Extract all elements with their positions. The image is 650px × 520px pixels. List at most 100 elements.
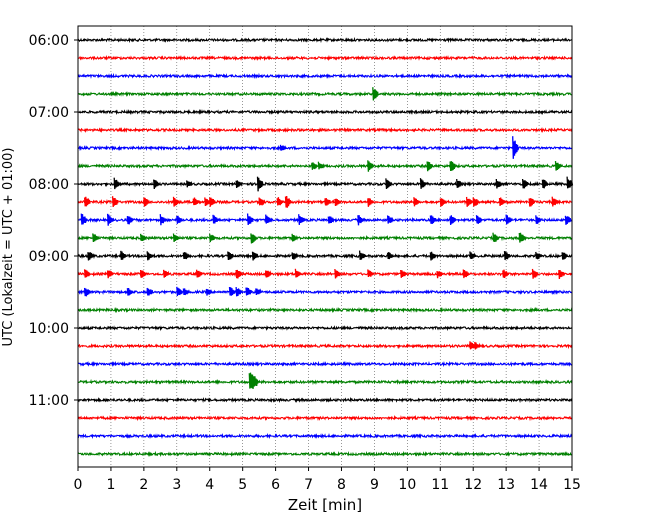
trace-2 <box>77 72 573 80</box>
trace-13 <box>77 270 573 278</box>
trace-event <box>531 268 539 279</box>
trace-event <box>298 214 305 225</box>
trace-event <box>182 252 190 260</box>
trace-event <box>475 215 483 224</box>
trace-event <box>235 180 243 189</box>
trace-event <box>256 176 264 192</box>
trace-event <box>291 233 299 242</box>
trace-event <box>153 179 160 189</box>
x-tick-label: 12 <box>464 477 482 493</box>
trace-6 <box>77 144 573 152</box>
y-axis-label: UTC (Lokalzeit = UTC + 01:00) <box>1 148 16 347</box>
trace-19 <box>77 378 573 386</box>
trace-event <box>439 198 447 207</box>
trace-event <box>227 251 234 261</box>
trace-event <box>235 287 243 297</box>
trace-event <box>209 197 216 207</box>
trace-event <box>245 287 253 296</box>
trace-event <box>139 269 147 278</box>
trace-event <box>146 287 154 296</box>
trace-event <box>449 215 457 225</box>
trace-event <box>528 198 536 207</box>
trace-event <box>106 270 114 279</box>
trace-event <box>495 178 503 189</box>
trace-event <box>186 180 193 188</box>
trace-event <box>192 197 200 206</box>
trace-event <box>386 215 394 224</box>
trace-event <box>400 269 407 278</box>
seismic-traces <box>77 36 574 458</box>
trace-event <box>385 178 392 190</box>
trace-event <box>327 216 335 224</box>
trace-4 <box>77 108 573 116</box>
x-tick-label: 2 <box>139 477 148 493</box>
trace-3 <box>77 90 573 98</box>
trace-event <box>474 341 481 350</box>
trace-17 <box>77 342 573 350</box>
trace-event <box>246 213 254 226</box>
trace-16 <box>77 325 573 332</box>
trace-event <box>87 252 94 261</box>
y-tick-label: 10:00 <box>29 321 69 337</box>
x-axis: 0 1 2 3 4 5 6 7 8 9 10 11 12 13 14 15 <box>74 467 581 493</box>
trace-event <box>357 215 364 226</box>
trace-event <box>258 197 266 206</box>
trace-event <box>558 270 565 279</box>
trace-event <box>83 269 91 278</box>
trace-event <box>126 288 134 296</box>
trace-event <box>465 196 473 207</box>
trace-event <box>469 251 476 259</box>
y-tick-label: 07:00 <box>29 105 69 121</box>
trace-event <box>255 288 262 295</box>
trace-event <box>205 288 213 296</box>
x-tick-label: 11 <box>431 477 449 493</box>
trace-event <box>436 271 444 279</box>
trace-15 <box>77 306 573 314</box>
trace-event <box>251 374 259 389</box>
trace-event <box>176 286 183 296</box>
trace-event <box>172 196 180 207</box>
x-tick-label: 0 <box>74 477 83 493</box>
trace-event <box>372 87 379 101</box>
trace-event <box>469 341 476 350</box>
trace-event <box>159 214 167 226</box>
trace-event <box>358 250 366 260</box>
trace-event <box>367 160 374 172</box>
trace-event <box>419 178 427 189</box>
trace-event <box>172 233 180 242</box>
x-tick-label: 5 <box>238 477 247 493</box>
trace-event <box>111 196 119 208</box>
trace-event <box>265 214 272 224</box>
trace-18 <box>77 360 573 368</box>
trace-event <box>92 233 99 242</box>
trace-21 <box>77 414 573 422</box>
y-axis: 06:00 07:00 08:00 09:00 10:00 11:00 <box>29 33 78 409</box>
x-tick-label: 3 <box>172 477 181 493</box>
x-tick-label: 14 <box>530 477 548 493</box>
x-tick-label: 9 <box>370 477 379 493</box>
trace-event <box>276 197 284 206</box>
trace-event <box>512 136 519 159</box>
trace-event <box>367 269 374 277</box>
trace-event <box>367 198 374 207</box>
trace-event <box>126 216 134 225</box>
trace-7 <box>77 162 573 170</box>
trace-event <box>503 251 511 260</box>
trace-event <box>204 197 211 207</box>
trace-event <box>113 177 121 190</box>
trace-event <box>334 268 341 279</box>
trace-event <box>139 233 147 241</box>
trace-event <box>413 197 420 207</box>
trace-8 <box>77 180 573 188</box>
trace-event <box>235 269 243 279</box>
trace-event <box>228 286 236 296</box>
y-tick-label: 11:00 <box>29 393 69 409</box>
trace-event <box>324 198 332 206</box>
trace-1 <box>77 54 573 62</box>
trace-event <box>429 215 437 225</box>
trace-event <box>554 161 562 171</box>
trace-event <box>561 252 569 260</box>
trace-event <box>146 251 154 261</box>
trace-event <box>472 197 480 207</box>
